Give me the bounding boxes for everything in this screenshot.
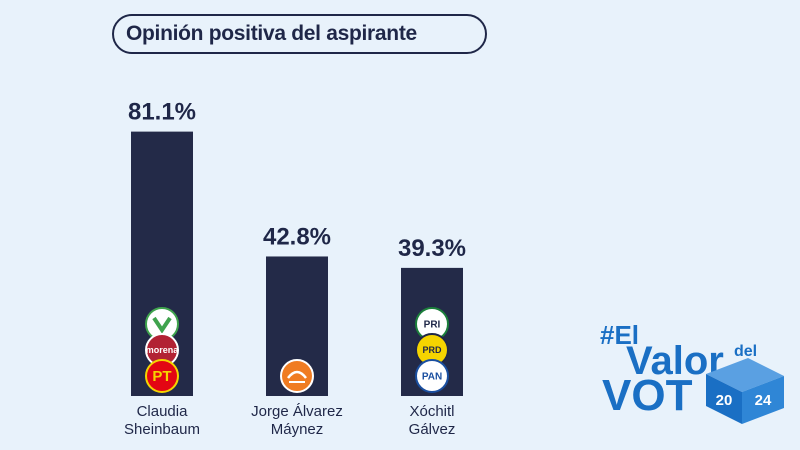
category-label-0-line-1: Sheinbaum [124,421,200,438]
svg-text:PRI: PRI [424,319,441,330]
bar-value-label-0: 81.1% [128,99,196,126]
party-logo-pan-icon: PAN [415,359,449,393]
party-logo-pvem-icon [145,307,179,341]
svg-text:morena: morena [146,345,180,355]
brand-del: del [734,343,757,360]
party-logo-pt-icon: PT [145,359,179,393]
brand-year-20: 20 [716,392,733,409]
el-valor-del-voto-logo: #El Valor del VOT 20 24 [600,320,784,424]
party-logo-mc-icon [280,359,314,393]
ballot-box-icon: 20 24 [706,358,784,424]
svg-text:PT: PT [152,368,171,385]
brand-year-24: 24 [755,392,772,409]
category-label-2-line-1: Gálvez [409,421,456,438]
category-label-1-line-0: Jorge Álvarez [251,403,343,420]
bar-value-label-2: 39.3% [398,235,466,262]
category-label-0-line-0: Claudia [137,403,189,420]
brand-vot: VOT [602,371,693,420]
chart-title: Opinión positiva del aspirante [112,14,487,54]
category-label-1-line-1: Máynez [271,421,324,438]
svg-text:PAN: PAN [422,371,442,382]
brand-hash-el: #El [600,320,639,350]
bar-value-label-1: 42.8% [263,223,331,250]
category-label-2-line-0: Xóchitl [409,403,454,420]
svg-text:PRD: PRD [422,345,442,355]
